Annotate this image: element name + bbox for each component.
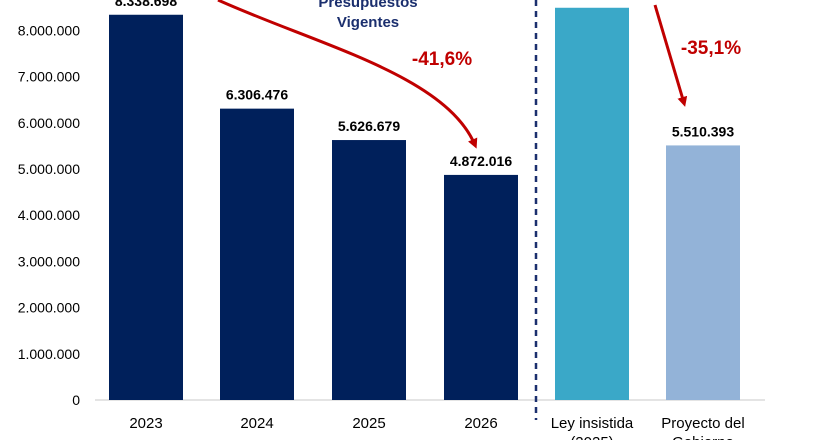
- category-label: 2025: [352, 415, 385, 432]
- category-label: 2026: [464, 415, 497, 432]
- bar-4: [444, 174, 518, 400]
- bar-1: [109, 14, 183, 400]
- category-label: 2024: [240, 415, 273, 432]
- value-label: 4.872.016: [450, 153, 512, 169]
- x-axis-labels: 2023 2024 2025 2026 Ley insistida (2025) Proye…: [129, 415, 744, 440]
- annotations: Presupuestos Vigentes -41,6% -35,1%: [217, 0, 741, 420]
- bar-2: [220, 108, 294, 400]
- category-label: Proyecto del: [661, 415, 744, 432]
- group-annotation: Vigentes: [337, 14, 399, 31]
- category-label: 2023: [129, 415, 162, 432]
- y-tick-label: 5.000.000: [18, 161, 80, 177]
- bars: [109, 7, 740, 401]
- group-annotation: Presupuestos: [318, 0, 417, 11]
- y-tick-label: 2.000.000: [18, 300, 80, 316]
- category-label: Gobierno: [672, 434, 734, 440]
- y-tick-label: 4.000.000: [18, 207, 80, 223]
- bar-5: [555, 7, 629, 401]
- decline-arrow: [653, 4, 688, 107]
- y-axis: 0 1.000.000 2.000.000 3.000.000 4.000.000 5.0…: [18, 22, 765, 408]
- y-tick-label: 0: [72, 392, 80, 408]
- y-tick-label: 6.000.000: [18, 115, 80, 131]
- y-tick-label: 1.000.000: [18, 346, 80, 362]
- pct-change-label: -41,6%: [412, 49, 472, 70]
- y-tick-label: 7.000.000: [18, 69, 80, 85]
- bar-3: [332, 140, 406, 400]
- y-tick-label: 8.000.000: [18, 22, 80, 38]
- value-labels: 8.338.698 6.306.476 5.626.679 4.872.016 5.51…: [115, 0, 734, 169]
- category-label: (2025): [570, 434, 613, 440]
- y-tick-label: 3.000.000: [18, 253, 80, 269]
- category-label: Ley insistida: [551, 415, 634, 432]
- value-label: 5.626.679: [338, 118, 400, 134]
- value-label: 8.338.698: [115, 0, 177, 9]
- bar-6: [666, 145, 740, 400]
- pct-change-label: -35,1%: [681, 38, 741, 59]
- value-label: 5.510.393: [672, 123, 734, 139]
- value-label: 6.306.476: [226, 87, 288, 103]
- decline-arrow: [217, 0, 478, 149]
